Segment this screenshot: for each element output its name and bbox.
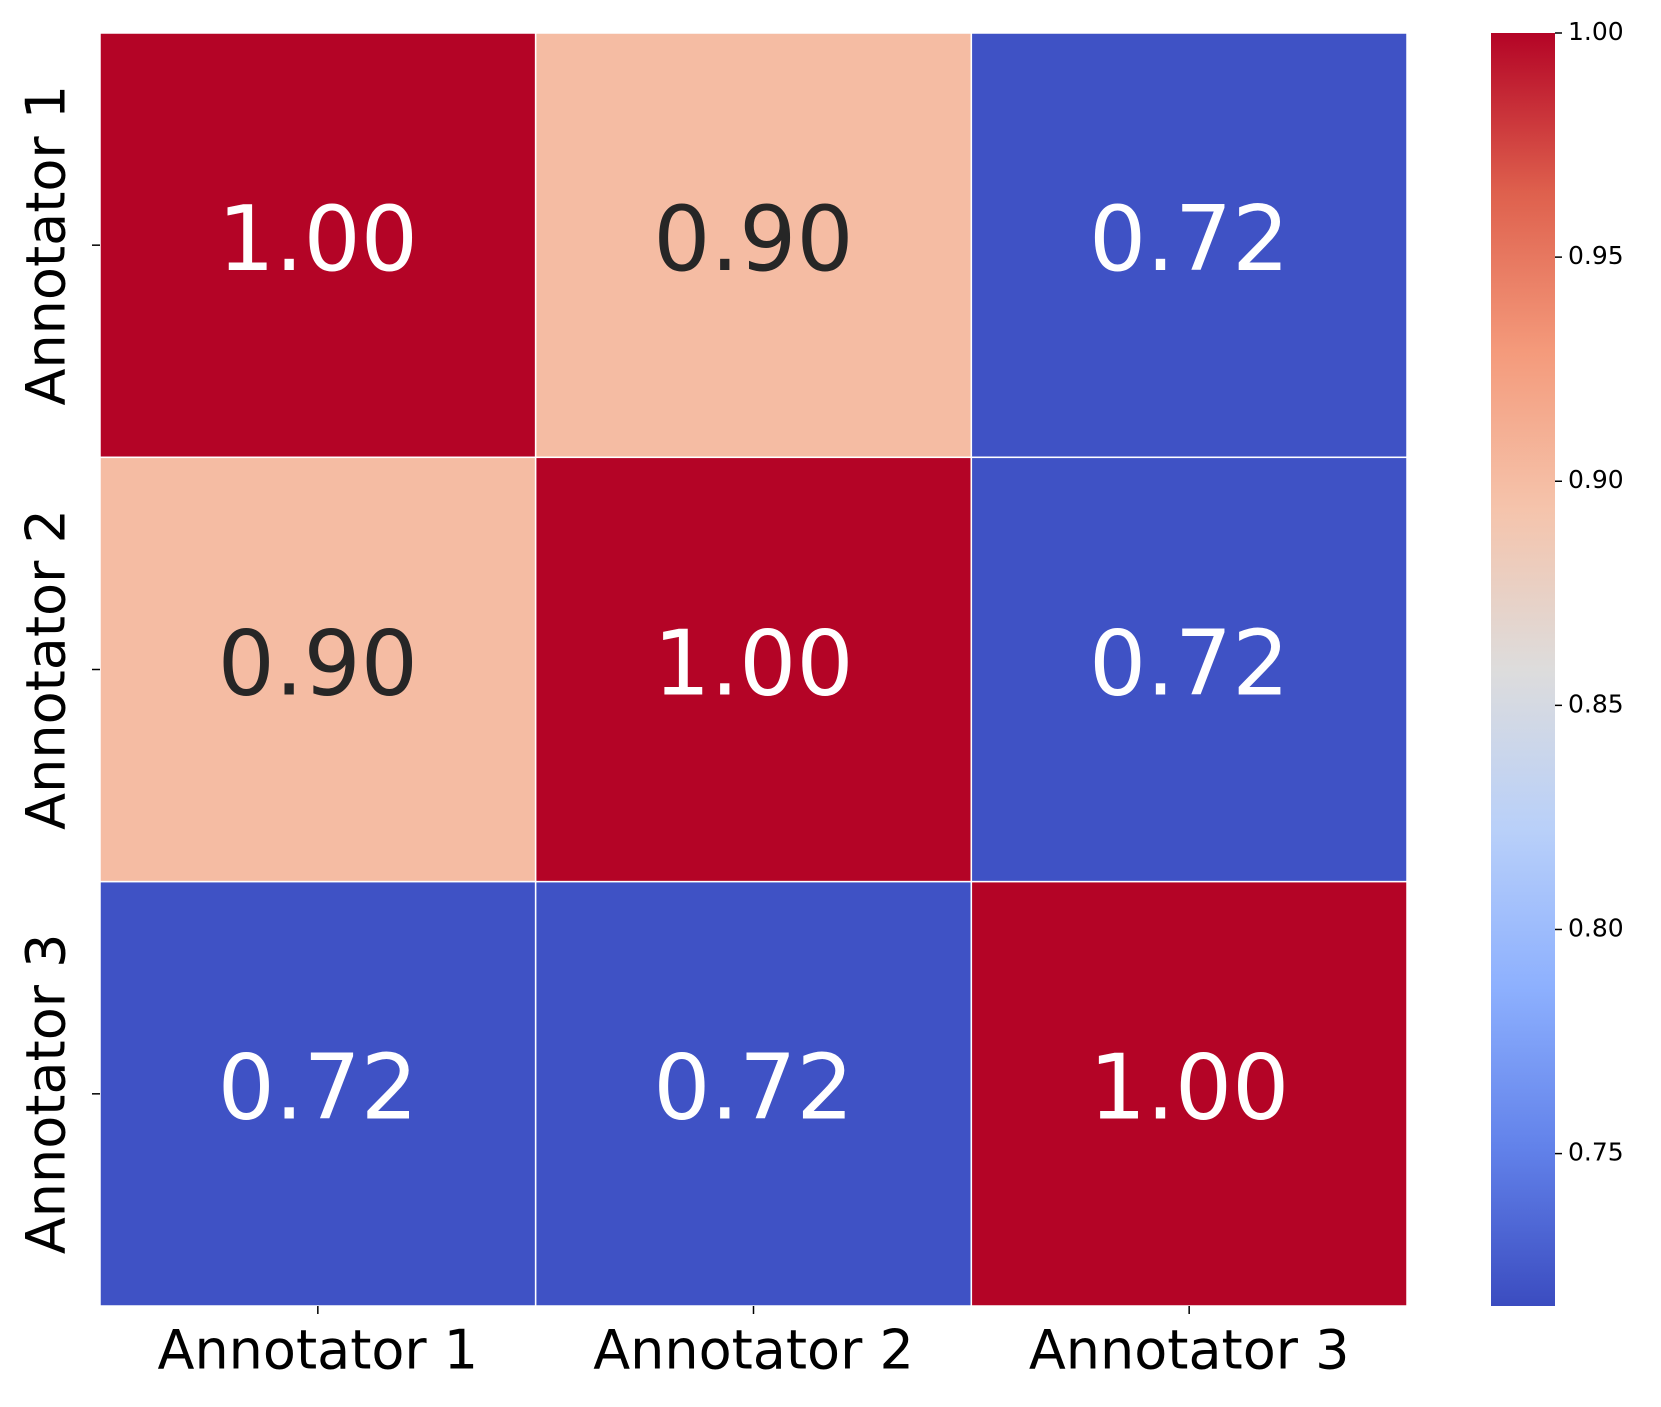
heatmap-cell: [534, 880, 973, 1307]
cell-value-label: 1.00: [1089, 1036, 1289, 1141]
cell-value-label: 0.72: [1089, 187, 1289, 292]
cell-value-label: 1.00: [218, 187, 418, 292]
y-tick-label: Annotator 2: [15, 509, 78, 830]
colorbar-tick-label: 0.80: [1568, 913, 1624, 942]
y-tick-label: Annotator 1: [15, 85, 78, 406]
heatmap-cell: [99, 880, 537, 1307]
x-tick-label: Annotator 3: [1029, 1319, 1350, 1382]
colorbar-tick-label: 0.75: [1568, 1138, 1624, 1167]
cell-value-label: 0.72: [653, 1036, 853, 1141]
x-tick-label: Annotator 1: [158, 1319, 479, 1382]
heatmap-cell: [534, 32, 973, 459]
y-tick-label: Annotator 3: [15, 934, 78, 1255]
heatmap-cell: [534, 456, 973, 883]
cell-value-label: 0.90: [653, 187, 853, 292]
heatmap-cell: [970, 456, 1408, 883]
colorbar-tick-label: 0.90: [1568, 465, 1624, 494]
colorbar: [1491, 33, 1555, 1306]
heatmap-cell: [970, 32, 1408, 459]
colorbar-tick-label: 0.85: [1568, 689, 1624, 718]
x-tick-label: Annotator 2: [593, 1319, 914, 1382]
cell-value-label: 0.90: [218, 611, 418, 716]
heatmap-cell: [99, 32, 537, 459]
colorbar-tick-label: 1.00: [1568, 17, 1624, 46]
cell-value-label: 1.00: [653, 611, 853, 716]
colorbar-tick-label: 0.95: [1568, 241, 1624, 270]
cell-value-label: 0.72: [218, 1036, 418, 1141]
cell-value-label: 0.72: [1089, 611, 1289, 716]
heatmap-cell: [99, 456, 537, 883]
